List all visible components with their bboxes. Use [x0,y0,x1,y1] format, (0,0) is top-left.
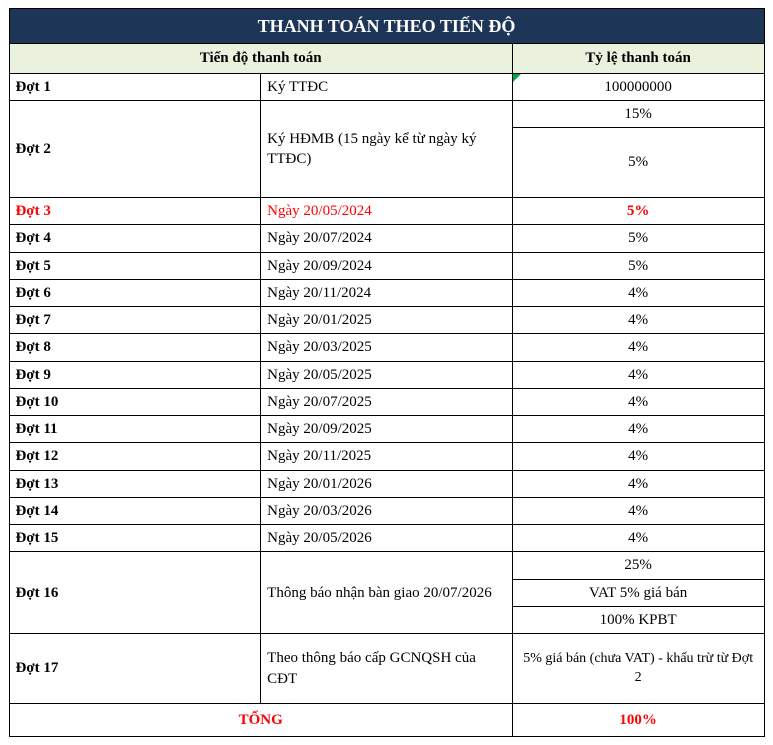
dot-rate: 25% [512,552,764,579]
table-row: Đợt 17 Theo thông báo cấp GCNQSH của CĐT… [9,634,764,704]
dot-label: Đợt 14 [9,497,261,524]
table-row: Đợt 1 Ký TTĐC 100000000 [9,73,764,100]
dot-rate: 5% [512,225,764,252]
dot-rate: VAT 5% giá bán [512,579,764,606]
dot-rate: 4% [512,443,764,470]
dot-rate: 5% [512,128,764,198]
table-row: Đợt 2 Ký HĐMB (15 ngày kể từ ngày ký TTĐ… [9,100,764,127]
dot-label: Đợt 2 [9,100,261,197]
dot-desc: Thông báo nhận bàn giao 20/07/2026 [261,552,513,634]
header-rate: Tỷ lệ thanh toán [512,44,764,73]
dot-rate: 4% [512,416,764,443]
table-row: Đợt 13 Ngày 20/01/2026 4% [9,470,764,497]
dot-rate: 100000000 [512,73,764,100]
dot-rate: 4% [512,497,764,524]
table-row-highlight: Đợt 3 Ngày 20/05/2024 5% [9,198,764,225]
dot-rate: 5% [512,198,764,225]
dot-label: Đợt 5 [9,252,261,279]
dot-desc: Ký TTĐC [261,73,513,100]
dot-label: Đợt 12 [9,443,261,470]
table-row: Đợt 15 Ngày 20/05/2026 4% [9,525,764,552]
table-row: Đợt 7 Ngày 20/01/2025 4% [9,307,764,334]
dot-label: Đợt 8 [9,334,261,361]
dot-rate: 4% [512,334,764,361]
dot-desc: Ngày 20/07/2024 [261,225,513,252]
dot-rate: 4% [512,525,764,552]
header-progress: Tiến độ thanh toán [9,44,512,73]
dot-desc: Ngày 20/01/2026 [261,470,513,497]
table-row: Đợt 10 Ngày 20/07/2025 4% [9,388,764,415]
table-row: Đợt 11 Ngày 20/09/2025 4% [9,416,764,443]
dot-desc: Theo thông báo cấp GCNQSH của CĐT [261,634,513,704]
dot-rate: 5% [512,252,764,279]
dot-desc: Ngày 20/05/2024 [261,198,513,225]
dot-desc: Ngày 20/09/2024 [261,252,513,279]
dot-rate: 4% [512,307,764,334]
table-title: THANH TOÁN THEO TIẾN ĐỘ [9,9,764,44]
dot-label: Đợt 10 [9,388,261,415]
dot-label: Đợt 17 [9,634,261,704]
header-row: Tiến độ thanh toán Tỷ lệ thanh toán [9,44,764,73]
dot-desc: Ngày 20/09/2025 [261,416,513,443]
dot-label: Đợt 13 [9,470,261,497]
dot-desc: Ký HĐMB (15 ngày kể từ ngày ký TTĐC) [261,100,513,197]
dot-desc: Ngày 20/11/2024 [261,279,513,306]
dot-rate: 4% [512,361,764,388]
dot-label: Đợt 15 [9,525,261,552]
dot-rate: 4% [512,470,764,497]
dot-label: Đợt 1 [9,73,261,100]
table-row: Đợt 9 Ngày 20/05/2025 4% [9,361,764,388]
dot-desc: Ngày 20/03/2026 [261,497,513,524]
dot-label: Đợt 16 [9,552,261,634]
table-row: Đợt 5 Ngày 20/09/2024 5% [9,252,764,279]
dot-label: Đợt 7 [9,307,261,334]
dot-rate: 4% [512,279,764,306]
title-row: THANH TOÁN THEO TIẾN ĐỘ [9,9,764,44]
dot-rate: 4% [512,388,764,415]
table-row: Đợt 8 Ngày 20/03/2025 4% [9,334,764,361]
dot-rate: 15% [512,100,764,127]
dot-desc: Ngày 20/01/2025 [261,307,513,334]
total-value: 100% [512,704,764,737]
table-row: Đợt 16 Thông báo nhận bàn giao 20/07/202… [9,552,764,579]
dot-label: Đợt 4 [9,225,261,252]
dot-label: Đợt 3 [9,198,261,225]
dot-desc: Ngày 20/07/2025 [261,388,513,415]
total-label: TỔNG [9,704,512,737]
dot-desc: Ngày 20/05/2026 [261,525,513,552]
dot-rate: 100% KPBT [512,606,764,633]
dot-rate: 5% giá bán (chưa VAT) - khấu trừ từ Đợt … [512,634,764,704]
total-row: TỔNG 100% [9,704,764,737]
payment-schedule-table: THANH TOÁN THEO TIẾN ĐỘ Tiến độ thanh to… [9,8,765,737]
dot-desc: Ngày 20/03/2025 [261,334,513,361]
table-row: Đợt 6 Ngày 20/11/2024 4% [9,279,764,306]
table-row: Đợt 14 Ngày 20/03/2026 4% [9,497,764,524]
table-row: Đợt 12 Ngày 20/11/2025 4% [9,443,764,470]
dot-label: Đợt 11 [9,416,261,443]
dot-desc: Ngày 20/11/2025 [261,443,513,470]
dot-label: Đợt 9 [9,361,261,388]
table-row: Đợt 4 Ngày 20/07/2024 5% [9,225,764,252]
dot-desc: Ngày 20/05/2025 [261,361,513,388]
dot-label: Đợt 6 [9,279,261,306]
